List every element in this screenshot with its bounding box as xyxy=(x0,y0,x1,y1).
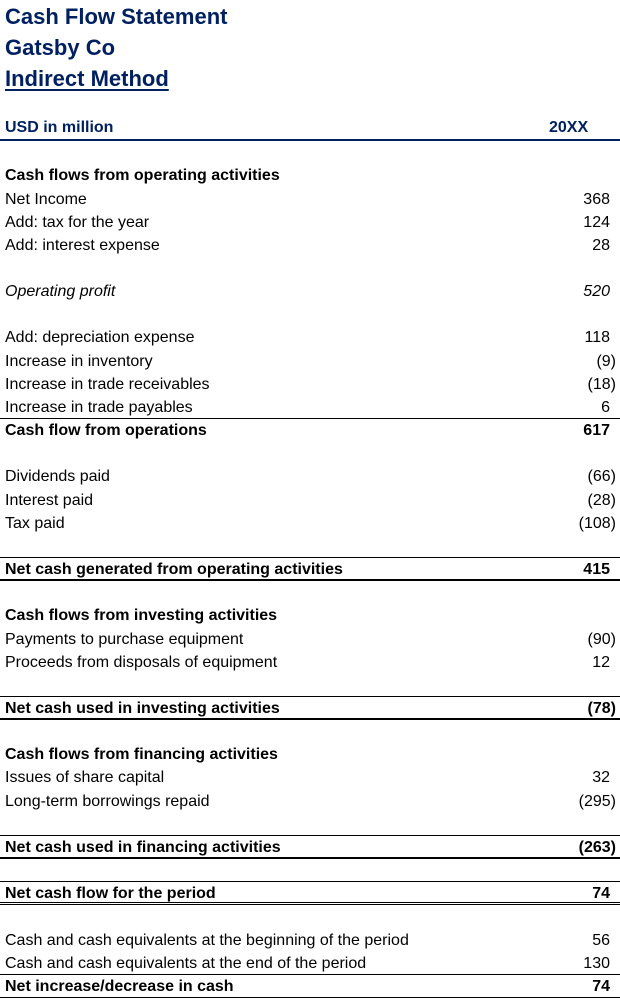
row-label: Add: depreciation expense xyxy=(5,329,195,347)
statement-row: Increase in trade receivables (18) xyxy=(0,373,620,396)
row-label: Net Income xyxy=(5,190,87,208)
statement-row: Proceeds from disposals of equipment 12 xyxy=(0,651,620,674)
statement-row: Add: interest expense 28 xyxy=(0,234,620,257)
row-label: Cash and cash equivalents at the beginni… xyxy=(5,931,409,949)
row-label: Interest paid xyxy=(5,491,94,509)
row-label: Cash flows from investing activities xyxy=(5,607,278,625)
row-label: Payments to purchase equipment xyxy=(5,630,244,648)
blank-row xyxy=(0,859,620,883)
blank-row xyxy=(0,257,620,280)
blank-row xyxy=(0,442,620,465)
statement-row: Issues of share capital 32 xyxy=(0,766,620,789)
statement-title: Cash Flow Statement xyxy=(5,4,228,29)
blank-row xyxy=(0,581,620,604)
statement-row: Interest paid (28) xyxy=(0,489,620,512)
row-value: 124 xyxy=(583,213,610,231)
statement-row: Tax paid (108) xyxy=(0,512,620,535)
statement-row: Net cash generated from operating activi… xyxy=(0,558,620,582)
row-label: Increase in inventory xyxy=(5,352,153,370)
row-label: Net cash used in investing activities xyxy=(5,699,280,717)
row-label: Net cash generated from operating activi… xyxy=(5,561,343,579)
statement-row: Cash flows from investing activities xyxy=(0,604,620,627)
row-value: 617 xyxy=(583,422,610,440)
row-value: 32 xyxy=(592,769,610,787)
blank-row xyxy=(0,674,620,697)
statement-row: Add: depreciation expense 118 xyxy=(0,326,620,349)
row-value: 415 xyxy=(583,561,610,579)
statement-row: Net Income 368 xyxy=(0,188,620,211)
row-label: Dividends paid xyxy=(5,468,110,486)
statement-row: Operating profit 520 xyxy=(0,280,620,303)
row-value: 12 xyxy=(592,653,610,671)
units-label: USD in million xyxy=(5,119,114,136)
blank-row xyxy=(0,303,620,326)
statement-row: Payments to purchase equipment (90) xyxy=(0,628,620,651)
statement-row: Dividends paid (66) xyxy=(0,465,620,488)
period-label: 20XX xyxy=(549,119,589,136)
row-value: 118 xyxy=(584,329,610,347)
row-label: Add: tax for the year xyxy=(5,213,150,231)
row-label: Tax paid xyxy=(5,514,65,532)
row-value: (263) xyxy=(578,838,616,856)
statement-row: Long-term borrowings repaid (295) xyxy=(0,790,620,813)
row-value: 28 xyxy=(592,236,610,254)
row-label: Issues of share capital xyxy=(5,769,165,787)
row-value: 74 xyxy=(592,885,610,903)
row-label: Increase in trade payables xyxy=(5,398,193,416)
row-value: (78) xyxy=(587,699,616,717)
row-label: Long-term borrowings repaid xyxy=(5,792,210,810)
row-value: 130 xyxy=(583,954,610,972)
row-value: (108) xyxy=(578,514,616,532)
blank-row xyxy=(0,813,620,836)
row-label: Cash flow from operations xyxy=(5,422,207,440)
row-value: 56 xyxy=(592,931,610,949)
row-value: (90) xyxy=(587,630,616,648)
statement-table: Cash flows from operating activities Net … xyxy=(0,164,620,999)
statement-row: Net cash used in investing activities (78… xyxy=(0,697,620,721)
row-value: (28) xyxy=(587,491,616,509)
row-label: Add: interest expense xyxy=(5,236,160,254)
statement-row: Net cash flow for the period 74 xyxy=(0,882,620,906)
row-value: 74 xyxy=(592,977,610,995)
row-value: (66) xyxy=(587,468,616,486)
row-label: Net cash flow for the period xyxy=(5,885,216,903)
blank-row xyxy=(0,905,620,928)
statement-row: Net cash used in financing activities (26… xyxy=(0,836,620,860)
row-label: Increase in trade receivables xyxy=(5,375,210,393)
row-label: Proceeds from disposals of equipment xyxy=(5,653,278,671)
row-value: 6 xyxy=(601,398,610,416)
row-label: Cash flows from financing activities xyxy=(5,746,278,764)
row-label: Cash and cash equivalents at the end of … xyxy=(5,954,367,972)
blank-row xyxy=(0,720,620,743)
statement-row: Cash and cash equivalents at the end of … xyxy=(0,952,620,975)
row-value: (18) xyxy=(587,375,616,393)
blank-row xyxy=(0,535,620,559)
statement-row: Increase in inventory (9) xyxy=(0,350,620,373)
row-label: Net cash used in financing activities xyxy=(5,838,281,856)
row-label: Net increase/decrease in cash xyxy=(5,977,234,995)
statement-row: Cash flows from financing activities xyxy=(0,743,620,766)
statement-row: Cash flow from operations 617 xyxy=(0,419,620,442)
row-value: 368 xyxy=(583,190,610,208)
statement-row: Add: tax for the year 124 xyxy=(0,211,620,234)
row-value: (295) xyxy=(578,792,616,810)
row-label: Cash flows from operating activities xyxy=(5,167,280,185)
statement-row: Cash flows from operating activities xyxy=(0,164,620,187)
row-label: Operating profit xyxy=(5,283,116,301)
statement-row: Increase in trade payables 6 xyxy=(0,396,620,420)
statement-row: Net increase/decrease in cash 74 xyxy=(0,975,620,999)
row-value: (9) xyxy=(596,352,616,370)
column-header-row: USD in million 20XX xyxy=(0,117,620,141)
row-value: 520 xyxy=(583,283,610,301)
company-name: Gatsby Co xyxy=(5,35,116,60)
statement-row: Cash and cash equivalents at the beginni… xyxy=(0,929,620,952)
method-title: Indirect Method xyxy=(5,66,169,91)
